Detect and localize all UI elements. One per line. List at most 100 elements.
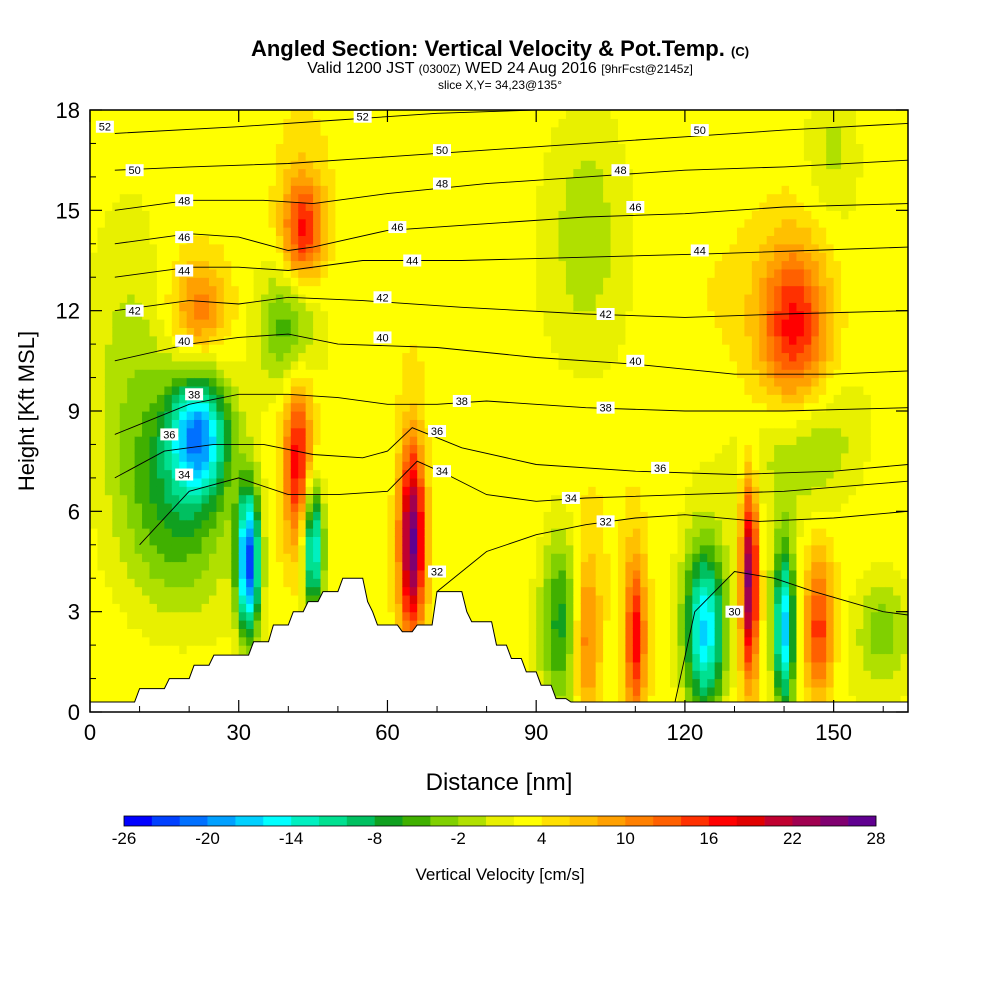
velocity-cell	[484, 310, 493, 320]
velocity-cell	[365, 486, 374, 496]
velocity-cell	[528, 218, 537, 228]
velocity-cell	[142, 293, 151, 303]
velocity-cell	[528, 544, 537, 554]
velocity-cell	[156, 636, 165, 646]
velocity-cell	[365, 176, 374, 186]
velocity-cell	[327, 151, 336, 161]
velocity-cell	[454, 285, 463, 295]
velocity-cell	[387, 444, 396, 454]
velocity-cell	[409, 436, 418, 446]
velocity-cell	[365, 519, 374, 529]
velocity-cell	[119, 452, 128, 462]
velocity-cell	[216, 502, 225, 512]
velocity-cell	[365, 411, 374, 420]
velocity-cell	[179, 594, 188, 604]
velocity-cell	[506, 620, 515, 629]
velocity-cell	[588, 645, 597, 655]
velocity-cell	[298, 452, 307, 462]
velocity-cell	[223, 235, 232, 245]
velocity-cell	[216, 210, 225, 220]
velocity-cell	[104, 670, 113, 680]
velocity-cell	[499, 461, 508, 471]
velocity-cell	[372, 427, 381, 437]
velocity-cell	[104, 461, 113, 471]
velocity-cell	[380, 419, 389, 429]
velocity-cell	[580, 235, 589, 245]
velocity-cell	[179, 436, 188, 446]
velocity-cell	[238, 544, 247, 554]
velocity-cell	[454, 185, 463, 195]
velocity-cell	[499, 436, 508, 446]
velocity-cell	[558, 277, 567, 287]
velocity-cell	[580, 511, 589, 521]
velocity-cell	[335, 218, 344, 228]
velocity-cell	[439, 227, 448, 237]
velocity-cell	[275, 411, 284, 420]
velocity-cell	[164, 594, 173, 604]
velocity-cell	[342, 160, 351, 170]
velocity-cell	[394, 327, 403, 337]
velocity-cell	[580, 227, 589, 237]
velocity-cell	[417, 444, 426, 454]
velocity-cell	[201, 578, 210, 588]
velocity-cell	[127, 427, 136, 437]
velocity-cell	[305, 118, 314, 128]
velocity-cell	[231, 268, 240, 278]
velocity-cell	[476, 168, 485, 178]
velocity-cell	[112, 193, 121, 203]
velocity-cell	[409, 201, 418, 211]
velocity-cell	[216, 160, 225, 170]
velocity-cell	[491, 168, 500, 178]
velocity-cell	[149, 427, 158, 437]
velocity-cell	[588, 569, 597, 579]
velocity-cell	[424, 519, 433, 529]
velocity-cell	[290, 603, 299, 613]
velocity-cell	[476, 227, 485, 237]
velocity-cell	[335, 335, 344, 345]
velocity-cell	[521, 135, 530, 145]
velocity-cell	[536, 444, 545, 454]
velocity-cell	[506, 285, 515, 295]
velocity-cell	[446, 327, 455, 337]
velocity-cell	[476, 143, 485, 153]
velocity-cell	[454, 519, 463, 529]
velocity-cell	[268, 477, 277, 487]
velocity-cell	[112, 319, 121, 328]
velocity-cell	[439, 553, 448, 563]
velocity-cell	[179, 670, 188, 680]
velocity-cell	[298, 268, 307, 278]
velocity-cell	[446, 260, 455, 270]
velocity-cell	[156, 528, 165, 538]
velocity-cell	[588, 544, 597, 554]
velocity-cell	[194, 419, 203, 429]
velocity-cell	[513, 502, 522, 512]
velocity-cell	[580, 293, 589, 303]
velocity-cell	[573, 302, 582, 312]
velocity-cell	[476, 218, 485, 228]
velocity-cell	[439, 536, 448, 546]
velocity-cell	[298, 427, 307, 437]
velocity-cell	[543, 444, 552, 454]
velocity-cell	[327, 185, 336, 195]
velocity-cell	[595, 377, 604, 387]
velocity-cell	[558, 402, 567, 412]
velocity-cell	[305, 210, 314, 220]
velocity-cell	[156, 143, 165, 153]
velocity-cell	[327, 252, 336, 262]
velocity-cell	[506, 252, 515, 262]
velocity-cell	[432, 519, 441, 529]
velocity-cell	[551, 360, 560, 370]
velocity-cell	[521, 310, 530, 320]
velocity-cell	[313, 118, 322, 128]
velocity-cell	[558, 235, 567, 245]
velocity-cell	[417, 461, 426, 471]
velocity-cell	[335, 235, 344, 245]
velocity-cell	[469, 469, 478, 479]
velocity-cell	[528, 377, 537, 387]
velocity-cell	[603, 661, 612, 671]
velocity-cell	[499, 394, 508, 404]
velocity-cell	[417, 168, 426, 178]
velocity-cell	[528, 360, 537, 370]
velocity-cell	[327, 143, 336, 153]
velocity-cell	[156, 260, 165, 270]
